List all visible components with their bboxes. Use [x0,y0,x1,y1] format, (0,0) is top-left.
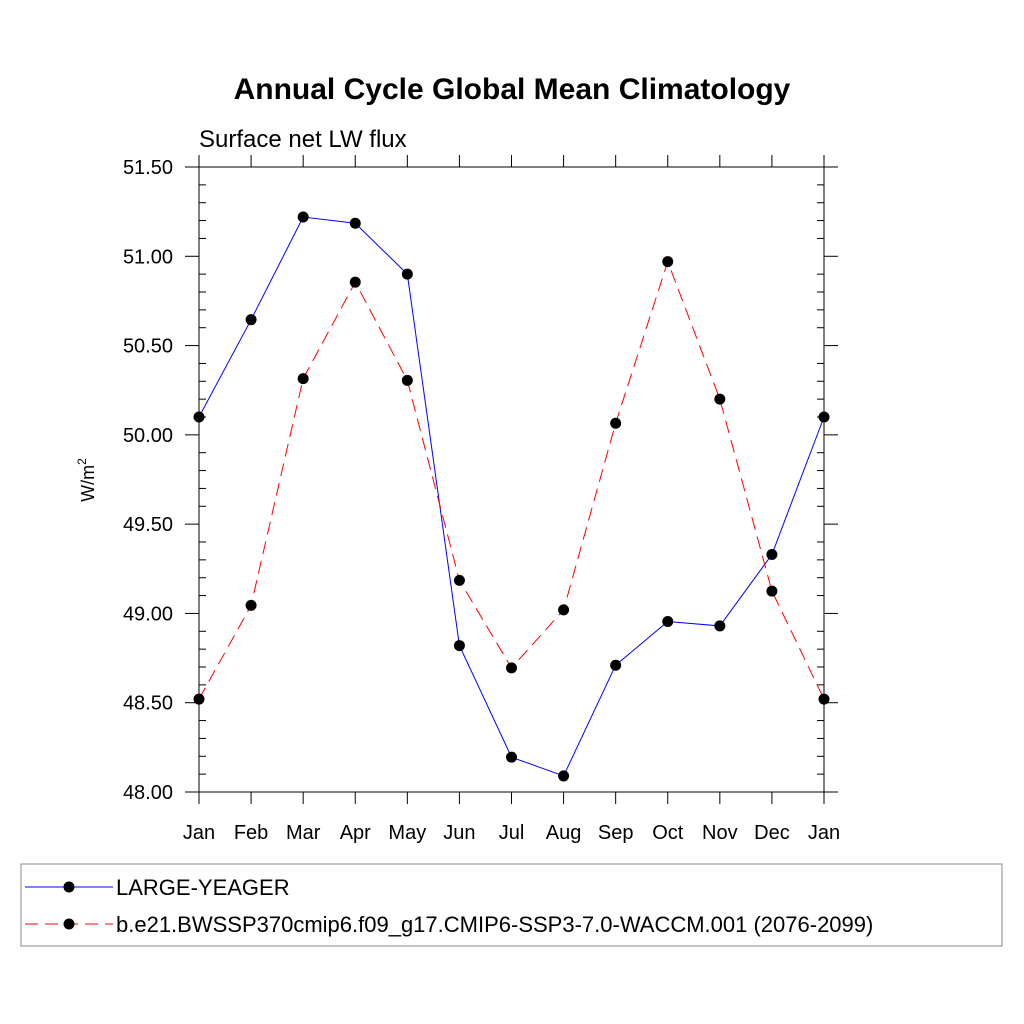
series-1-point [818,411,830,423]
x-tick-label: Jan [183,822,215,844]
x-tick-label: Sep [598,822,634,844]
series-2-point [662,256,674,268]
y-tick-label: 49.50 [123,514,173,536]
series-1-point [766,549,778,560]
series-2-point [610,417,622,429]
y-axis-label: W/m2 [75,458,98,502]
x-tick-label: Nov [702,822,738,844]
y-tick-label: 51.00 [123,246,173,268]
plot-area: Jan Feb Mar Apr May Jun Jul Aug Sep Oct Nov Dec Jan 4… [123,155,840,844]
series-1-point [662,615,674,627]
series-2-point [453,574,465,586]
y-tick-label: 51.50 [123,157,173,179]
series-2-point [401,374,413,386]
series-1-point [453,640,465,652]
series-2-point [297,373,309,385]
series-2-point [558,604,570,616]
legend-box [20,863,1003,947]
x-tick-label: Jan [808,822,840,844]
series-1-point [401,268,413,280]
series-1-point [610,659,622,671]
legend-marker-1 [63,881,75,893]
series-1-point [558,770,570,782]
y-tick-label: 49.00 [123,603,173,625]
series-1-point [349,217,361,229]
legend-label-2: b.e21.BWSSP370cmip6.f09_g17.CMIP6-SSP3-7… [116,912,873,937]
series-2-line [198,260,825,700]
x-tick-label: Oct [652,822,684,844]
x-tick-label: Mar [286,822,321,844]
x-tick-label: Jul [499,822,525,844]
series-2-point [245,599,257,611]
x-tick-label: Jun [443,822,475,844]
y-tick-label: 50.00 [123,425,173,447]
plot-frame [198,166,825,793]
y-tick-label: 48.00 [123,782,173,804]
y-tick-label: 50.50 [123,336,173,358]
legend-label-1: LARGE-YEAGER [116,875,290,900]
series-2-point [766,585,778,597]
x-tick-label: May [388,822,426,844]
series-2-point [193,693,205,705]
series-1-point [193,411,205,423]
series-1-point [506,751,517,763]
series-2-point [349,276,361,288]
series-2-point [506,662,517,674]
legend: LARGE-YEAGER b.e21.BWSSP370cmip6.f09_g17.… [20,863,1003,947]
y-tick-label: 48.50 [123,693,173,715]
x-tick-label: Apr [340,822,371,844]
legend-marker-2 [63,918,75,930]
series-2-point [714,393,726,405]
series-1-line [198,216,825,777]
y-axis-label-units: W/m [78,465,98,502]
x-tick-label: Feb [234,822,268,844]
series-2-point [818,693,830,705]
chart-title: Annual Cycle Global Mean Climatology [234,73,791,106]
x-tick-label: Aug [546,822,582,844]
series-1-point [714,620,726,632]
y-axis-label-superscript: 2 [75,458,89,465]
series-1-point [297,211,309,223]
series-1-point [245,314,257,326]
chart-subtitle: Surface net LW flux [199,126,407,153]
x-tick-label: Dec [754,822,790,844]
